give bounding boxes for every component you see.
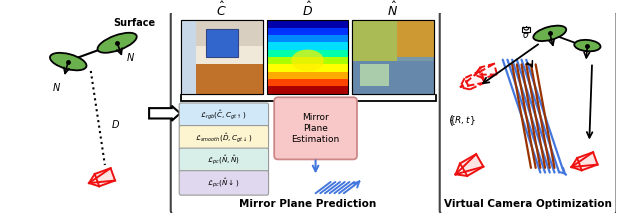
- Text: $\hat{N}$: $\hat{N}$: [387, 1, 398, 19]
- Polygon shape: [480, 64, 497, 78]
- Text: Surface: Surface: [113, 18, 155, 28]
- Bar: [267, 42, 349, 50]
- FancyBboxPatch shape: [440, 10, 616, 213]
- Text: Mirror Plane Prediction: Mirror Plane Prediction: [239, 199, 377, 209]
- Bar: [352, 20, 434, 94]
- Bar: [267, 20, 349, 28]
- Bar: [267, 35, 349, 43]
- Bar: [352, 20, 434, 94]
- FancyBboxPatch shape: [179, 103, 269, 127]
- Bar: [181, 20, 263, 46]
- Bar: [181, 20, 263, 94]
- Bar: [181, 64, 263, 94]
- Ellipse shape: [50, 53, 86, 70]
- Text: $\mathcal{L}_{rgb}(\hat{C}, C_{gt\uparrow})$: $\mathcal{L}_{rgb}(\hat{C}, C_{gt\uparro…: [200, 108, 246, 122]
- Ellipse shape: [97, 33, 137, 53]
- Bar: [267, 27, 349, 35]
- Polygon shape: [95, 168, 115, 186]
- Polygon shape: [465, 71, 484, 89]
- FancyArrow shape: [149, 106, 180, 121]
- Bar: [397, 20, 434, 57]
- Bar: [267, 50, 349, 57]
- FancyBboxPatch shape: [274, 97, 357, 159]
- Bar: [267, 79, 349, 87]
- Bar: [181, 20, 263, 94]
- FancyBboxPatch shape: [179, 148, 269, 173]
- Ellipse shape: [533, 26, 566, 41]
- Text: $\hat{\theta}$: $\hat{\theta}$: [522, 25, 530, 42]
- Bar: [267, 64, 349, 72]
- Polygon shape: [460, 154, 483, 176]
- Bar: [267, 20, 349, 94]
- Text: $D$: $D$: [111, 118, 120, 130]
- Text: $N$: $N$: [125, 51, 135, 63]
- Bar: [522, 27, 530, 32]
- Text: $\hat{C}$: $\hat{C}$: [216, 1, 227, 19]
- Bar: [267, 57, 349, 65]
- Ellipse shape: [291, 50, 324, 72]
- Bar: [181, 46, 263, 64]
- Text: $\hat{D}$: $\hat{D}$: [301, 1, 312, 19]
- Bar: [352, 20, 397, 60]
- Text: $\mathcal{L}_{smooth}(\hat{D}, C_{gt\downarrow})$: $\mathcal{L}_{smooth}(\hat{D}, C_{gt\dow…: [195, 131, 252, 145]
- Text: $\{R, t\}$: $\{R, t\}$: [449, 114, 476, 127]
- Bar: [181, 20, 196, 94]
- Ellipse shape: [574, 40, 600, 51]
- Bar: [267, 72, 349, 79]
- Text: $N$: $N$: [52, 81, 61, 93]
- Bar: [360, 64, 389, 86]
- Polygon shape: [577, 152, 598, 170]
- Text: $\mathcal{L}_{pc}(\hat{N}\downarrow)$: $\mathcal{L}_{pc}(\hat{N}\downarrow)$: [207, 176, 240, 190]
- FancyBboxPatch shape: [179, 125, 269, 150]
- Bar: [267, 86, 349, 94]
- Text: $($: $($: [448, 113, 454, 128]
- Text: $\mathcal{L}_{pc}(\hat{N}, \hat{N})$: $\mathcal{L}_{pc}(\hat{N}, \hat{N})$: [207, 153, 240, 167]
- FancyBboxPatch shape: [171, 10, 446, 213]
- Bar: [205, 29, 238, 57]
- Bar: [352, 60, 434, 94]
- Text: Virtual Camera Optimization: Virtual Camera Optimization: [444, 199, 612, 209]
- FancyBboxPatch shape: [179, 171, 269, 195]
- Text: Mirror
Plane
Estimation: Mirror Plane Estimation: [291, 113, 340, 144]
